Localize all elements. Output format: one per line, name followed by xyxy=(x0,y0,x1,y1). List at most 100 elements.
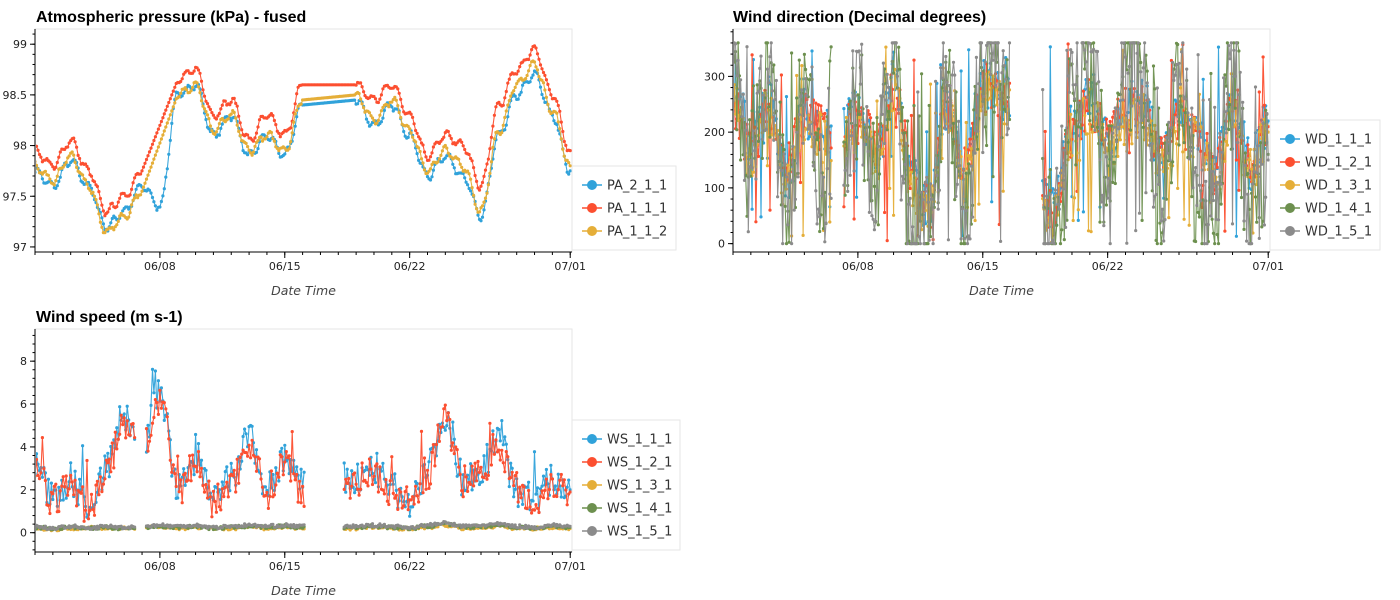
data-point xyxy=(1069,104,1073,108)
legend-item-PA_1_1_1[interactable]: PA_1_1_1 xyxy=(582,202,667,217)
data-point xyxy=(801,141,805,145)
data-point xyxy=(204,110,208,114)
data-point xyxy=(216,126,220,130)
legend-item-WD_1_1_1[interactable]: WD_1_1_1 xyxy=(1280,133,1372,148)
data-point xyxy=(36,163,39,167)
data-point xyxy=(883,210,887,215)
data-point xyxy=(225,480,229,484)
data-point xyxy=(906,242,910,246)
data-point xyxy=(902,181,906,185)
data-point xyxy=(272,139,276,143)
legend-item-PA_2_1_1[interactable]: PA_2_1_1 xyxy=(582,179,667,194)
data-point xyxy=(134,193,138,197)
legend-item-WS_1_4_1[interactable]: WS_1_4_1 xyxy=(582,502,672,517)
data-point xyxy=(1225,91,1229,96)
data-point xyxy=(1074,163,1078,167)
legend-item-WS_1_3_1[interactable]: WS_1_3_1 xyxy=(582,479,672,494)
data-point xyxy=(1113,106,1117,110)
data-point xyxy=(443,143,447,148)
data-point xyxy=(48,177,52,181)
data-point xyxy=(1187,223,1191,227)
data-point xyxy=(964,171,968,175)
data-point xyxy=(449,136,453,141)
legend-item-WS_1_2_1[interactable]: WS_1_2_1 xyxy=(582,456,672,471)
data-point xyxy=(356,462,360,466)
data-point xyxy=(1181,150,1185,154)
data-point xyxy=(97,212,101,216)
data-point xyxy=(1239,195,1244,200)
y-tick-label: 0 xyxy=(20,527,27,540)
data-point xyxy=(180,501,184,505)
data-point xyxy=(532,450,537,454)
data-point xyxy=(424,155,428,159)
data-point xyxy=(107,207,111,211)
series-WS_1_2_1 xyxy=(36,388,572,523)
data-point xyxy=(40,436,45,440)
data-point xyxy=(201,88,205,92)
data-point xyxy=(544,467,549,472)
data-point xyxy=(1168,158,1172,162)
y-tick-label: 99 xyxy=(13,38,27,51)
data-point xyxy=(568,490,572,494)
data-point xyxy=(167,437,171,441)
data-point xyxy=(897,45,901,49)
data-point xyxy=(171,89,175,93)
data-point xyxy=(842,107,846,111)
data-point xyxy=(228,103,232,107)
legend-item-WD_1_3_1[interactable]: WD_1_3_1 xyxy=(1280,179,1372,194)
data-point xyxy=(378,97,382,101)
data-point xyxy=(205,113,210,117)
legend-swatch-marker xyxy=(587,457,597,467)
legend-item-PA_1_1_2[interactable]: PA_1_1_2 xyxy=(582,225,667,240)
data-point xyxy=(437,439,441,443)
legend-item-WD_1_5_1[interactable]: WD_1_5_1 xyxy=(1280,225,1372,240)
data-point xyxy=(1216,45,1221,49)
data-point xyxy=(440,425,444,429)
data-point xyxy=(54,179,58,183)
data-point xyxy=(153,153,157,157)
data-point xyxy=(553,484,557,488)
data-point xyxy=(876,144,880,148)
data-point xyxy=(1241,100,1245,104)
data-point xyxy=(240,128,244,132)
data-point xyxy=(1123,55,1128,59)
data-point xyxy=(1205,242,1209,246)
data-point xyxy=(293,478,297,482)
data-point xyxy=(153,135,157,139)
data-point xyxy=(390,100,394,104)
legend-item-WS_1_5_1[interactable]: WS_1_5_1 xyxy=(582,525,672,540)
data-point xyxy=(541,81,546,85)
data-point xyxy=(1195,203,1199,208)
data-point xyxy=(535,506,540,510)
data-point xyxy=(211,113,215,117)
data-point xyxy=(1199,149,1203,153)
data-point xyxy=(428,155,433,159)
data-point xyxy=(564,143,568,147)
data-point xyxy=(957,119,961,123)
data-point xyxy=(810,65,814,69)
data-point xyxy=(1060,228,1064,232)
data-point xyxy=(116,200,120,204)
data-point xyxy=(115,447,119,451)
data-point xyxy=(36,171,37,174)
data-point xyxy=(131,422,135,426)
legend-item-WD_1_2_1[interactable]: WD_1_2_1 xyxy=(1280,156,1372,171)
data-point xyxy=(434,442,438,447)
data-point xyxy=(180,94,184,98)
data-point xyxy=(470,464,474,468)
data-point xyxy=(158,205,162,209)
data-point xyxy=(140,169,144,173)
data-point xyxy=(67,487,71,491)
data-point xyxy=(173,85,177,89)
legend-item-WS_1_1_1[interactable]: WS_1_1_1 xyxy=(582,433,672,448)
data-point xyxy=(298,479,302,483)
data-point xyxy=(885,239,889,243)
legend-item-WD_1_4_1[interactable]: WD_1_4_1 xyxy=(1280,202,1372,217)
data-point xyxy=(940,76,944,80)
data-point xyxy=(862,178,866,183)
data-point xyxy=(476,213,480,217)
data-point xyxy=(406,508,410,512)
data-point xyxy=(369,123,373,127)
data-point xyxy=(894,125,898,129)
data-point xyxy=(1206,223,1210,227)
